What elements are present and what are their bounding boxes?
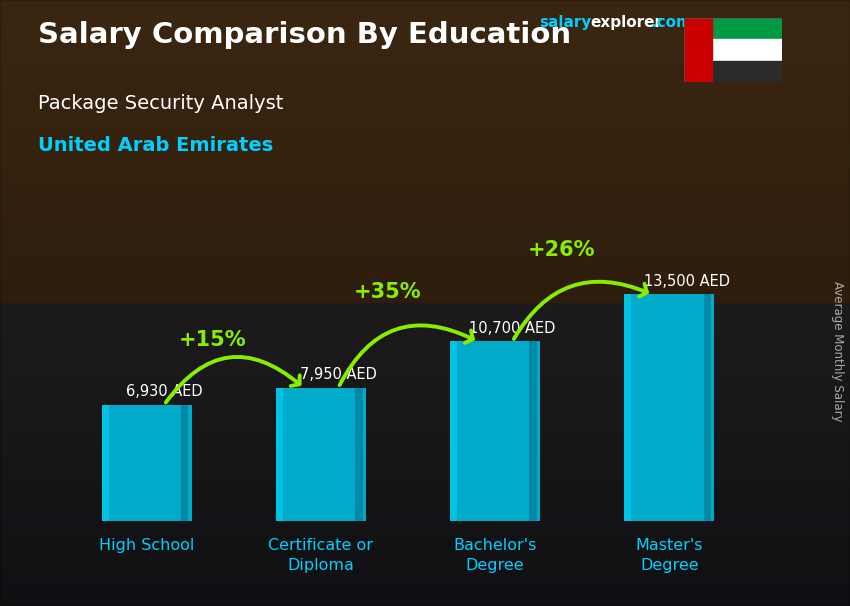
Bar xyxy=(684,18,712,82)
Bar xyxy=(624,295,715,521)
Text: Salary Comparison By Education: Salary Comparison By Education xyxy=(38,21,571,49)
Bar xyxy=(275,388,366,521)
Text: explorer: explorer xyxy=(590,15,662,30)
Bar xyxy=(624,295,632,521)
Text: United Arab Emirates: United Arab Emirates xyxy=(38,136,274,155)
Text: 7,950 AED: 7,950 AED xyxy=(300,367,377,382)
Bar xyxy=(101,405,109,521)
Text: 10,700 AED: 10,700 AED xyxy=(469,321,556,336)
Text: +15%: +15% xyxy=(179,330,246,350)
Text: .com: .com xyxy=(651,15,692,30)
Text: 13,500 AED: 13,500 AED xyxy=(643,274,729,288)
Bar xyxy=(704,295,711,521)
Bar xyxy=(450,341,457,521)
Bar xyxy=(275,388,283,521)
Text: 6,930 AED: 6,930 AED xyxy=(126,384,202,399)
Text: +35%: +35% xyxy=(354,282,421,302)
Bar xyxy=(355,388,363,521)
Bar xyxy=(684,18,782,39)
Bar xyxy=(101,405,192,521)
Bar xyxy=(181,405,189,521)
Text: Package Security Analyst: Package Security Analyst xyxy=(38,94,284,113)
Text: Average Monthly Salary: Average Monthly Salary xyxy=(830,281,844,422)
Bar xyxy=(530,341,536,521)
Bar xyxy=(684,61,782,82)
Text: +26%: +26% xyxy=(528,241,595,261)
Text: salary: salary xyxy=(540,15,592,30)
Bar xyxy=(684,39,782,61)
Bar xyxy=(450,341,541,521)
